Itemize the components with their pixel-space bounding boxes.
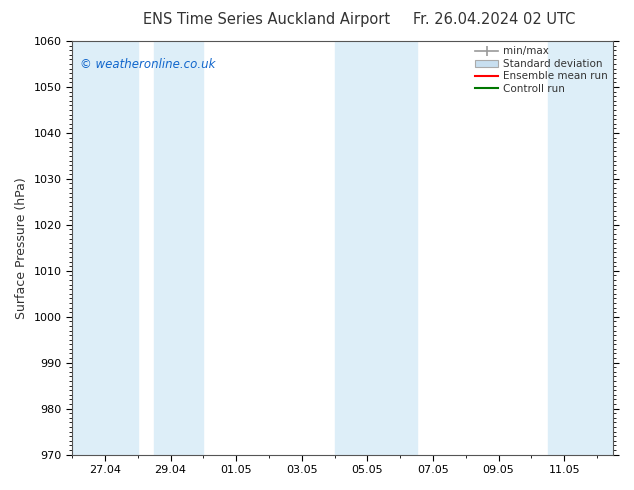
Bar xyxy=(154,41,204,455)
Bar xyxy=(548,41,614,455)
Bar xyxy=(335,41,417,455)
Text: ENS Time Series Auckland Airport: ENS Time Series Auckland Airport xyxy=(143,12,390,27)
Text: © weatheronline.co.uk: © weatheronline.co.uk xyxy=(81,58,216,71)
Text: Fr. 26.04.2024 02 UTC: Fr. 26.04.2024 02 UTC xyxy=(413,12,576,27)
Bar xyxy=(72,41,138,455)
Y-axis label: Surface Pressure (hPa): Surface Pressure (hPa) xyxy=(15,177,28,318)
Legend: min/max, Standard deviation, Ensemble mean run, Controll run: min/max, Standard deviation, Ensemble me… xyxy=(473,44,611,96)
